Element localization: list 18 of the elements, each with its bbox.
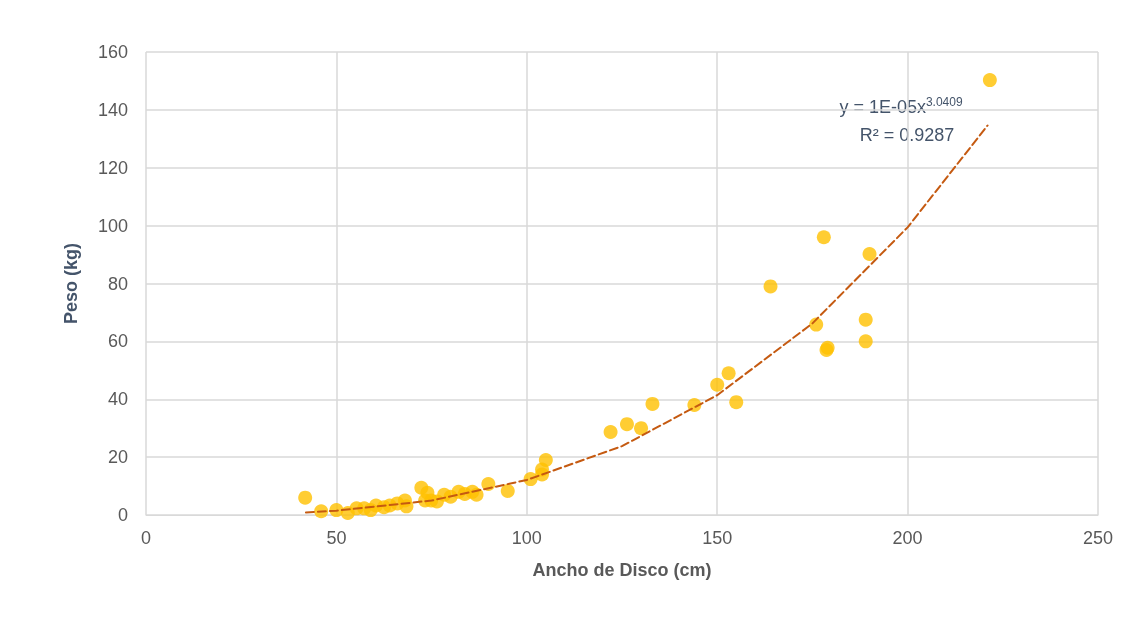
y-tick-label: 120 (97, 157, 128, 178)
x-tick-label: 100 (511, 528, 542, 548)
y-tick-label: 0 (117, 505, 128, 525)
x-tick-label: 50 (326, 528, 347, 548)
y-tick-label: 100 (97, 215, 128, 236)
x-tick-label: 250 (1082, 528, 1114, 548)
x-axis-title: Ancho de Disco (cm) (532, 560, 712, 580)
y-tick-label: 40 (107, 389, 128, 410)
x-tick-label: 150 (702, 528, 733, 548)
y-tick-label: 80 (107, 273, 128, 294)
y-axis-title: Peso (kg) (61, 242, 81, 325)
x-tick-label: 200 (892, 528, 923, 548)
y-tick-label: 60 (107, 331, 128, 352)
annotation: R² = 0.9287 (859, 125, 955, 145)
x-tick-label: 0 (140, 528, 152, 548)
y-tick-label: 140 (97, 99, 128, 120)
y-tick-label: 160 (97, 42, 128, 62)
y-tick-label: 20 (107, 447, 128, 468)
